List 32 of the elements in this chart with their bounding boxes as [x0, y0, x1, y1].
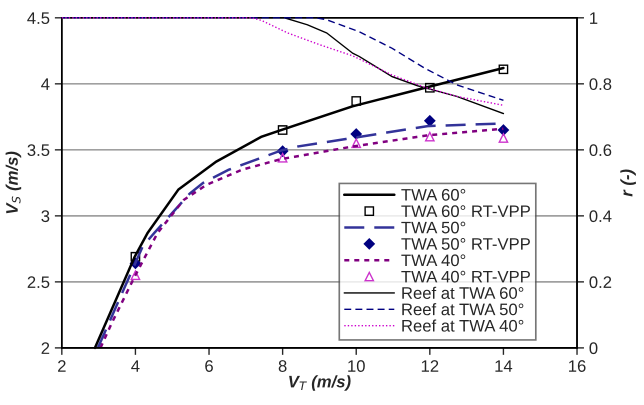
legend-label: TWA 50° RT-VPP [401, 238, 530, 250]
legend-label: Reef at TWA 50° [402, 303, 524, 316]
x-tick-label: 16 [569, 360, 586, 372]
y2-tick-label: 0 [589, 342, 598, 354]
y2-tick-label: 0.2 [589, 276, 612, 288]
legend-label: TWA 50° [401, 222, 466, 234]
y-tick-label: 3 [41, 210, 50, 222]
x-tick-label: 2 [58, 360, 66, 372]
y-tick-label: 2 [42, 342, 50, 354]
x-axis-title: V$_{T}$ (m/s) [289, 375, 351, 391]
y2-tick-label: 0.8 [589, 78, 612, 90]
y2-tick-label: 0.6 [589, 144, 612, 156]
x-tick-label: 14 [495, 360, 512, 372]
y2-axis-title: r (-) [620, 169, 636, 196]
legend-label: TWA 60° RT-VPP [401, 205, 530, 218]
x-tick-label: 4 [131, 360, 140, 372]
y-axis-title: V$_{S}$ (m/s) [6, 152, 22, 214]
y-tick-label: 2.5 [28, 276, 50, 288]
y-tick-label: 4 [41, 78, 50, 90]
y-tick-label: 3.5 [27, 144, 50, 156]
x-tick-label: 8 [278, 360, 287, 372]
legend-label: Reef at TWA 60° [402, 286, 524, 299]
x-tick-label: 6 [205, 360, 213, 372]
legend-label: TWA 40° RT-VPP [401, 270, 530, 283]
x-tick-label: 10 [348, 360, 365, 372]
legend-label: Reef at TWA 40° [402, 319, 524, 332]
y2-tick-label: 0.4 [589, 210, 612, 222]
legend-label: TWA 40° [401, 254, 466, 266]
legend-label: TWA 60° [401, 188, 466, 201]
y-tick-label: 4.5 [27, 12, 50, 24]
y2-tick-label: 1 [590, 12, 598, 24]
x-tick-label: 12 [422, 360, 438, 372]
